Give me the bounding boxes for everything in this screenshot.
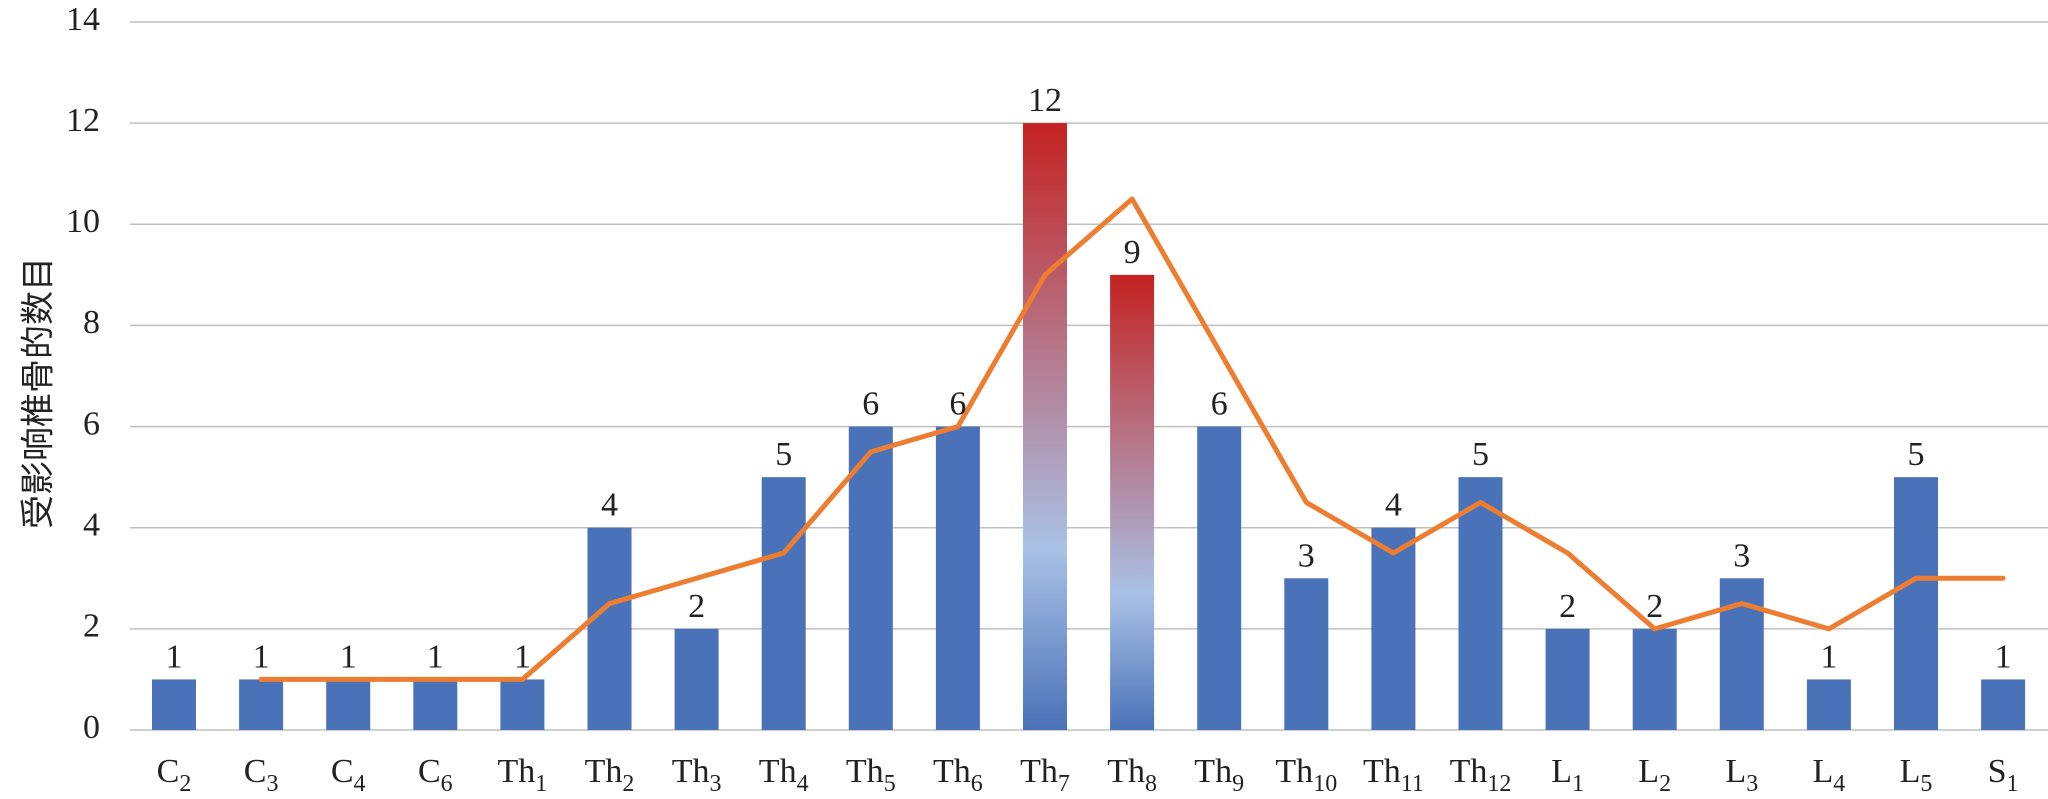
x-category-label: Th5 — [846, 753, 896, 797]
x-category-label: Th6 — [933, 753, 983, 797]
bar — [500, 679, 545, 730]
bar — [761, 477, 806, 730]
x-axis-categories: C2 C3 C4 C6 Th1 Th2 Th3 Th4 Th5 Th6 Th7 Th8 Th9 Th10 T… — [157, 753, 2019, 797]
x-category-label: L5 — [1900, 753, 1933, 797]
y-tick-label: 0 — [83, 709, 100, 746]
bar — [1284, 578, 1329, 730]
bar-data-label: 5 — [1908, 436, 1925, 473]
bar — [1894, 477, 1938, 730]
y-tick-label: 2 — [83, 608, 100, 645]
x-category-label: C3 — [244, 753, 279, 797]
y-tick-label: 8 — [83, 304, 100, 341]
bar — [1981, 679, 2026, 730]
y-tick-label: 12 — [66, 102, 100, 139]
bar-data-label: 4 — [1385, 487, 1402, 524]
x-category-label: Th9 — [1194, 753, 1244, 797]
bar-data-label: 2 — [1646, 588, 1663, 625]
bar — [1719, 578, 1764, 730]
x-category-label: Th12 — [1450, 753, 1512, 797]
bar-data-label: 2 — [688, 588, 705, 625]
bar-data-label: 6 — [1211, 386, 1228, 423]
trend-line-path — [258, 196, 2006, 682]
x-category-label: Th10 — [1275, 753, 1337, 797]
bar-data-label: 4 — [601, 487, 618, 524]
data-labels: 1 1 1 1 1 4 2 5 6 6 12 9 6 3 4 5 2 2 3 1 5 1 — [166, 82, 2012, 675]
bar — [1023, 123, 1067, 730]
bar-data-label: 5 — [1472, 436, 1489, 473]
bar-data-label: 1 — [427, 638, 444, 675]
x-category-label: Th11 — [1363, 753, 1424, 797]
bar — [1458, 477, 1503, 730]
bar-data-label: 5 — [775, 436, 792, 473]
bar-data-label: 3 — [1733, 537, 1750, 574]
y-axis-ticks: 0 2 4 6 8 10 12 14 — [66, 1, 100, 746]
y-tick-label: 4 — [83, 507, 100, 544]
x-category-label: S1 — [1988, 753, 2019, 797]
bar — [1197, 426, 1242, 730]
bar-data-label: 3 — [1298, 537, 1315, 574]
bar-data-label: 12 — [1028, 82, 1062, 119]
x-category-label: Th2 — [585, 753, 635, 797]
bar-data-label: 1 — [253, 638, 270, 675]
trend-line — [258, 196, 2006, 682]
y-axis-label: 受影响椎骨的数目 — [19, 257, 59, 529]
bar — [1632, 628, 1677, 730]
bar — [674, 628, 719, 730]
x-category-label: L1 — [1551, 753, 1584, 797]
bar — [935, 426, 980, 730]
bar — [848, 426, 893, 730]
gridlines — [130, 21, 2048, 731]
bar — [1371, 527, 1416, 730]
x-category-label: L4 — [1813, 753, 1846, 797]
bar — [1545, 628, 1590, 730]
x-category-label: Th4 — [759, 753, 809, 797]
x-category-label: C2 — [157, 753, 192, 797]
bar-data-label: 1 — [1995, 638, 2012, 675]
bar-data-label: 9 — [1124, 234, 1141, 271]
y-tick-label: 10 — [66, 203, 100, 240]
y-tick-label: 14 — [66, 1, 100, 38]
bar-data-label: 6 — [862, 386, 879, 423]
x-category-label: Th3 — [672, 753, 722, 797]
bar-data-label: 6 — [949, 386, 966, 423]
x-category-label: L3 — [1725, 753, 1758, 797]
bar — [413, 679, 458, 730]
bar-data-label: 1 — [166, 638, 183, 675]
x-category-label: C4 — [331, 753, 366, 797]
x-category-label: Th1 — [498, 753, 548, 797]
y-tick-label: 6 — [83, 405, 100, 442]
x-category-label: Th8 — [1107, 753, 1157, 797]
bar — [587, 527, 632, 730]
bar — [239, 679, 284, 730]
bar-data-label: 2 — [1559, 588, 1576, 625]
bar — [326, 679, 371, 730]
x-category-label: L2 — [1638, 753, 1671, 797]
bars — [152, 123, 2026, 730]
bar-data-label: 1 — [514, 638, 531, 675]
bar-data-label: 1 — [340, 638, 357, 675]
bar-data-label: 1 — [1820, 638, 1837, 675]
bar — [1806, 679, 1851, 730]
x-category-label: C6 — [418, 753, 453, 797]
x-category-label: Th7 — [1020, 753, 1070, 797]
bar — [152, 679, 196, 730]
bar — [1110, 274, 1155, 730]
